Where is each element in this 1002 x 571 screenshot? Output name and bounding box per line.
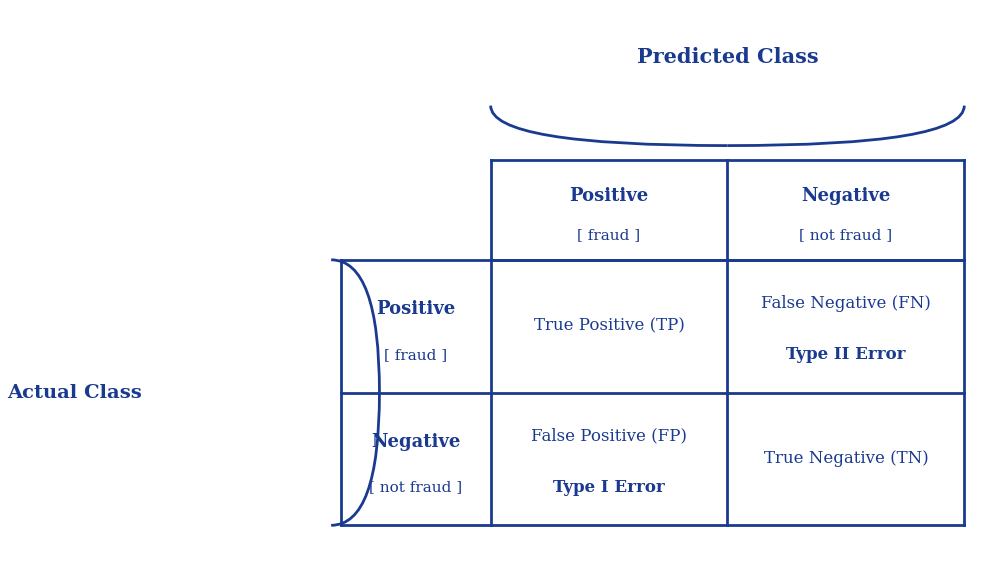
- Text: [ fraud ]: [ fraud ]: [384, 348, 447, 362]
- Text: True Negative (TN): True Negative (TN): [763, 451, 928, 468]
- Text: Type I Error: Type I Error: [553, 479, 664, 496]
- Text: Type II Error: Type II Error: [786, 346, 905, 363]
- Text: True Positive (TP): True Positive (TP): [533, 317, 683, 335]
- Text: [ not fraud ]: [ not fraud ]: [799, 228, 892, 243]
- Text: Actual Class: Actual Class: [8, 384, 142, 401]
- Text: False Positive (FP): False Positive (FP): [530, 428, 686, 445]
- Text: [ not fraud ]: [ not fraud ]: [369, 480, 462, 494]
- Text: Positive: Positive: [376, 300, 455, 318]
- Text: Predicted Class: Predicted Class: [636, 47, 818, 67]
- Text: False Negative (FN): False Negative (FN): [761, 295, 930, 312]
- Text: [ fraud ]: [ fraud ]: [577, 228, 640, 243]
- Text: Negative: Negative: [801, 187, 890, 204]
- Text: Positive: Positive: [569, 187, 648, 204]
- Text: Negative: Negative: [371, 433, 460, 451]
